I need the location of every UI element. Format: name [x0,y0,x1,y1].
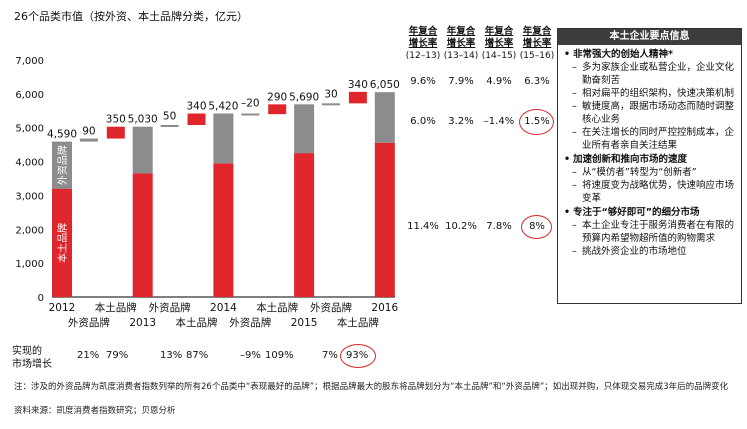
local-enterprise-info-panel: 本土企业要点信息 非常强大的创始人精神* 多为家族企业或私营企业，企业文化勤奋刻… [557,28,742,304]
x-tick-label: 外资品牌 [149,301,191,314]
change-value-label: 290 [267,91,287,103]
growth-foreign-2016: 7% [322,350,338,361]
change-value-label: –20 [241,97,260,109]
change-local [187,113,206,126]
chart-title: 26个品类市值（按外资、本土品牌分类，亿元） [14,10,248,23]
panel-section-innovation-speed: 加速创新和推向市场的速度 [564,153,737,166]
bar-foreign [213,113,234,164]
total-value-label: 5,420 [208,100,238,112]
growth-foreign-2013: 21% [77,350,100,361]
bar-local [294,153,315,297]
y-tick-label: 1,000 [15,259,44,270]
cagr-local-12-13: 11.4% [407,221,439,232]
y-tick-label: 0 [38,293,44,304]
total-value-label: 4,590 [47,129,77,141]
growth-local-2013: 79% [106,350,129,361]
panel-section-good-enough-segment: 专注于“够好即可”的细分市场 [564,206,737,219]
y-tick-label: 2,000 [15,225,44,236]
panel-item: 本土企业专注于服务消费者在有限的预算内希望物超所值的购物需求 [564,219,737,245]
highlight-circle-growth [340,344,376,368]
growth-local-2015: 109% [265,350,294,361]
x-tick-label: 本土品牌 [176,316,218,329]
growth-foreign-2015: –9% [240,350,261,361]
change-local [106,126,125,139]
bar-foreign [132,126,153,174]
x-tick-label: 外资品牌 [229,316,271,329]
panel-item: 在关注增长的同时严控控制成本，企业所有者亲自关注结果 [564,126,737,152]
bar-label-foreign: 外资品牌 [56,145,69,185]
change-value-label: 30 [324,88,337,100]
source-note: 资料来源：凯度消费者指数研究；贝恩分析 [14,406,176,416]
panel-item: 敏捷度高，跟据市场动态而随时调整核心业务 [564,100,737,126]
cagr-total-12-13: 9.6% [410,76,436,87]
change-value-label: 340 [186,100,206,112]
change-foreign [241,113,260,116]
panel-item: 多为家族企业或私营企业，企业文化勤奋刻苦 [564,61,737,87]
change-local [348,91,367,104]
cagr-total-14-15: 4.9% [486,76,512,87]
change-value-label: 50 [163,111,176,123]
change-value-label: 350 [106,114,126,126]
y-tick-label: 3,000 [15,191,44,202]
y-tick-label: 7,000 [15,56,44,67]
total-value-label: 5,030 [128,114,158,126]
cagr-local-14-15: 7.8% [486,221,512,232]
highlight-circle-local-cagr [521,215,552,239]
bar-foreign [294,104,315,154]
cagr-total-13-14: 7.9% [448,76,474,87]
change-foreign [79,138,98,142]
cagr-local-13-14: 10.2% [445,221,477,232]
footnote: 注：涉及的外资品牌为凯度消费者指数列举的所有26个品类中“表现最好的品牌”；根据… [14,382,729,392]
change-local [268,104,287,115]
panel-section-founder-spirit: 非常强大的创始人精神* [564,48,737,61]
bar-local [132,173,153,297]
growth-local-2014: 87% [186,350,209,361]
y-tick-label: 5,000 [15,124,44,135]
y-tick-label: 4,000 [15,158,44,169]
highlight-circle-foreign-cagr [519,109,554,135]
x-tick-label: 外资品牌 [68,316,110,329]
bar-local [52,188,72,297]
cagr-total-15-16: 6.3% [524,76,550,87]
x-tick-label: 2013 [129,317,156,329]
x-tick-label: 2012 [49,302,76,314]
cagr-header-12-13: 年复合 增长率 (12–13) [405,26,441,61]
bar-label-local: 本土品牌 [56,223,69,263]
x-tick-label: 本土品牌 [337,316,379,329]
panel-item: 相对扁平的组织架构，快速决策机制 [564,87,737,100]
bar-foreign [374,92,395,143]
panel-title: 本土企业要点信息 [558,29,741,45]
cagr-foreign-13-14: 3.2% [448,116,474,127]
cagr-header-15-16: 年复合 增长率 (15–16) [519,26,555,61]
panel-item: 将速度变为战略优势，快速响应市场变革 [564,179,737,205]
change-value-label: 90 [82,126,95,138]
market-growth-label: 实现的 市场增长 [12,346,52,370]
bar-foreign [52,141,72,189]
panel-item: 从“模仿者”转型为“创新者” [564,166,737,179]
x-tick-label: 外资品牌 [310,301,352,314]
x-tick-label: 本土品牌 [95,301,137,314]
x-tick-label: 本土品牌 [256,301,298,314]
total-value-label: 6,050 [370,79,400,91]
y-tick-label: 6,000 [15,90,44,101]
x-tick-label: 2015 [291,317,318,329]
x-tick-label: 2014 [210,302,237,314]
cagr-foreign-14-15: –1.4% [483,116,515,127]
bar-local [374,142,395,297]
change-foreign [322,103,340,106]
bar-local [213,163,234,297]
total-value-label: 5,690 [289,91,319,103]
cagr-foreign-12-13: 6.0% [410,116,436,127]
x-tick-label: 2016 [371,302,398,314]
cagr-header-13-14: 年复合 增长率 (13–14) [443,26,479,61]
change-value-label: 340 [348,79,368,91]
change-foreign [160,125,179,128]
cagr-header-14-15: 年复合 增长率 (14–15) [481,26,517,61]
growth-foreign-2014: 13% [160,350,183,361]
panel-item: 挑战外资企业的市场地位 [564,245,737,258]
